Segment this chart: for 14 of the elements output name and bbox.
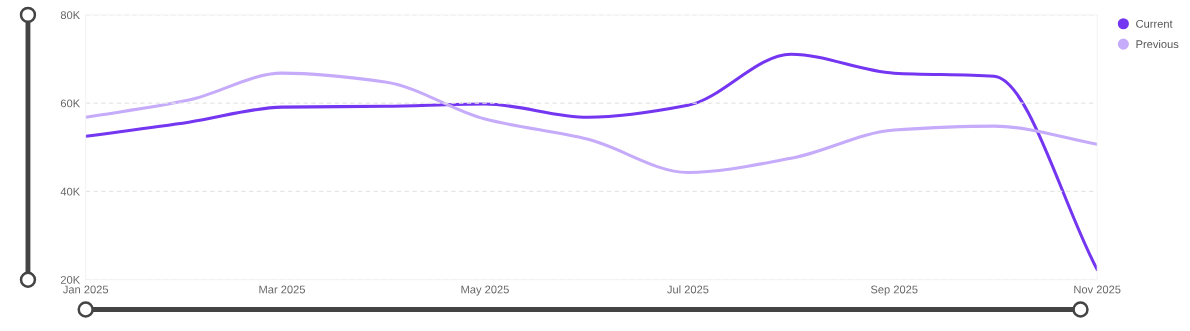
x-tick-label: Nov 2025: [1074, 285, 1121, 294]
x-tick-label: Sep 2025: [870, 285, 918, 296]
x-tick-label: Jan 2025: [63, 285, 109, 294]
y-tick-label: 40K: [60, 187, 80, 196]
x-tick-label: Jul 2025: [667, 285, 709, 294]
line-series: [85, 71, 1098, 174]
legend-label: Current: [1136, 19, 1173, 28]
y-tick-label: 80K: [60, 11, 80, 20]
y-tick-label: 60K: [60, 99, 80, 108]
legend-label: Previous: [1136, 39, 1179, 49]
y-tick-label: 20K: [60, 275, 80, 284]
x-tick-label: May 2025: [461, 285, 509, 296]
x-tick-label: Mar 2025: [259, 285, 305, 294]
line-series: [85, 52, 1098, 272]
